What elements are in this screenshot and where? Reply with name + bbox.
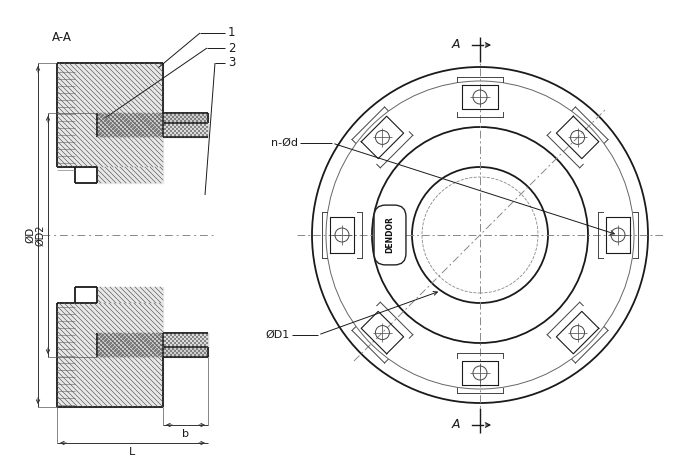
Text: b: b xyxy=(182,429,189,439)
Text: A: A xyxy=(451,419,460,432)
Text: DENDOR: DENDOR xyxy=(385,217,394,253)
Polygon shape xyxy=(57,303,163,407)
Polygon shape xyxy=(163,333,208,347)
Polygon shape xyxy=(57,63,163,167)
Polygon shape xyxy=(163,123,208,137)
Text: ØD2: ØD2 xyxy=(35,224,45,246)
Text: ØD1: ØD1 xyxy=(266,330,290,340)
Polygon shape xyxy=(97,113,208,137)
Text: n-Ød: n-Ød xyxy=(271,138,298,148)
Text: A-A: A-A xyxy=(52,31,72,44)
Text: L: L xyxy=(129,447,136,457)
Polygon shape xyxy=(97,287,163,303)
Text: 3: 3 xyxy=(228,56,235,69)
Polygon shape xyxy=(97,333,208,357)
Text: 2: 2 xyxy=(228,42,235,55)
Text: A: A xyxy=(451,38,460,51)
Text: ØD: ØD xyxy=(25,227,35,243)
Polygon shape xyxy=(97,167,163,183)
Text: 1: 1 xyxy=(228,26,235,39)
